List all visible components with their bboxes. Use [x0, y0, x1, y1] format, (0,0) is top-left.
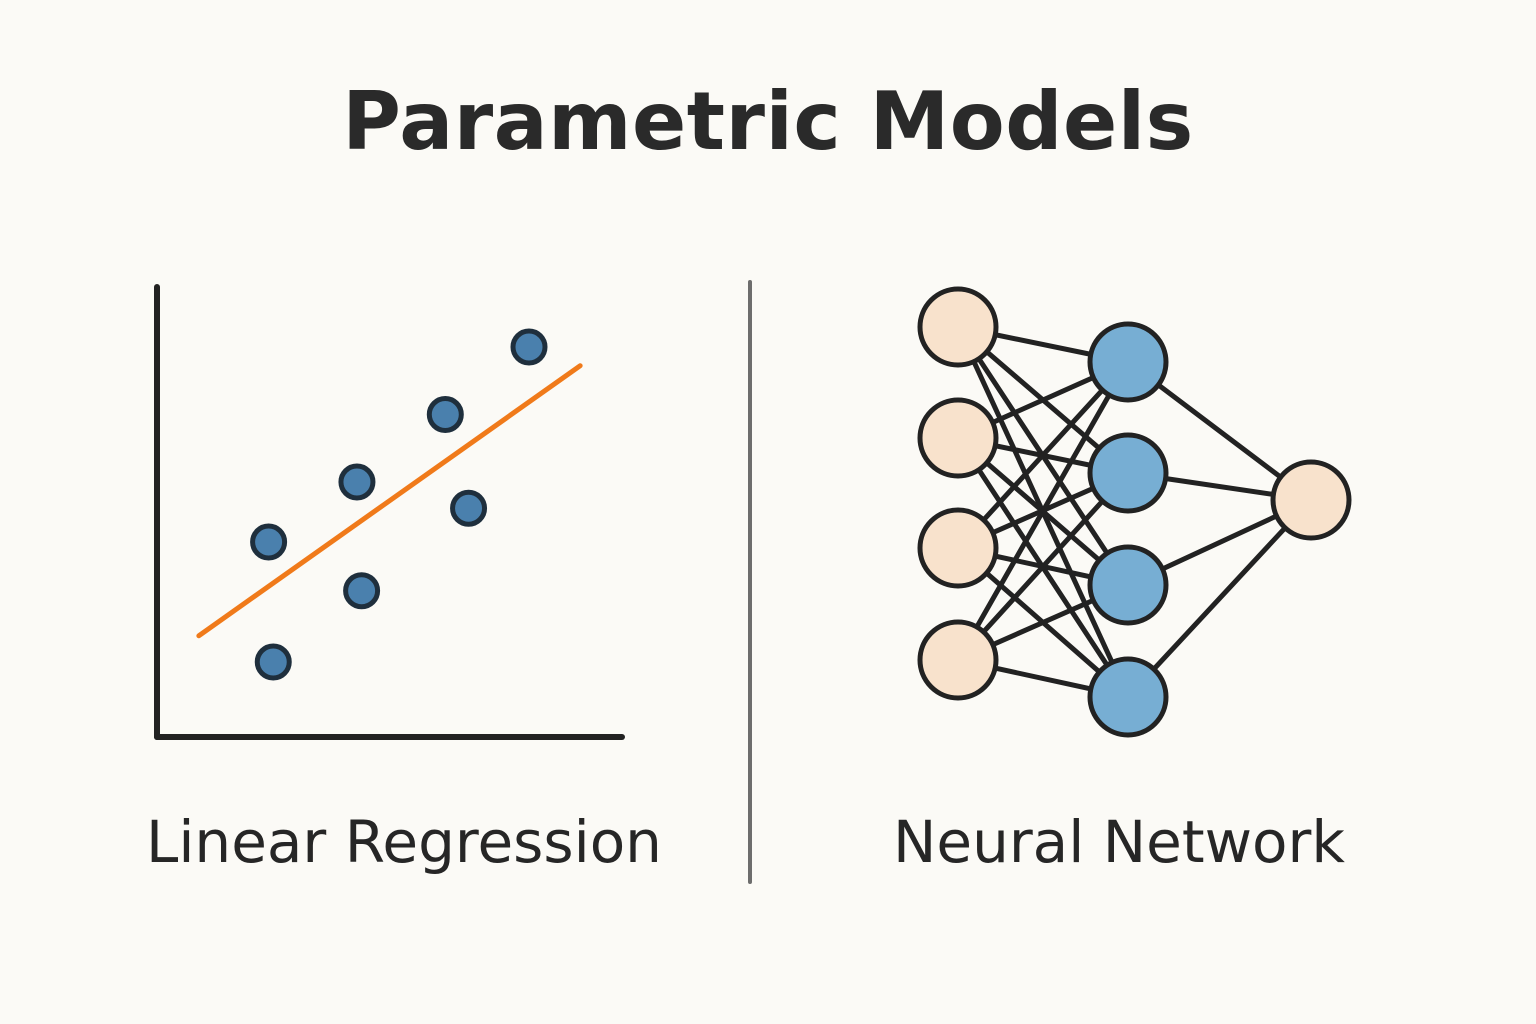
neural-network-caption: Neural Network: [893, 808, 1345, 876]
edge-input4-hidden2: [955, 470, 1131, 663]
edge-hidden4-output1: [1125, 497, 1314, 700]
input-node-2: [917, 397, 999, 479]
hidden-node-4: [1087, 656, 1169, 738]
data-point-6: [450, 489, 488, 527]
neural-network-diagram: [917, 286, 1352, 738]
hidden-node-2: [1087, 432, 1169, 514]
edge-input4-hidden1: [955, 359, 1131, 663]
data-point-5: [426, 396, 464, 433]
data-point-2: [254, 643, 292, 681]
data-point-7: [510, 328, 548, 366]
data-point-1: [250, 523, 288, 561]
linear-regression-caption: Linear Regression: [146, 808, 662, 876]
edge-input3-hidden1: [955, 359, 1131, 551]
network-nodes: [917, 286, 1352, 738]
hidden-node-3: [1087, 544, 1169, 626]
page-title: Parametric Models: [342, 75, 1194, 168]
linear-regression-plot: [154, 284, 625, 740]
input-node-4: [917, 619, 999, 701]
input-node-3: [917, 507, 999, 589]
regression-fit-line: [196, 363, 583, 639]
data-points: [250, 328, 548, 681]
output-node-1: [1270, 459, 1352, 541]
data-point-3: [338, 463, 376, 501]
hidden-node-1: [1087, 321, 1169, 403]
input-node-1: [917, 286, 999, 368]
data-point-4: [343, 572, 381, 610]
